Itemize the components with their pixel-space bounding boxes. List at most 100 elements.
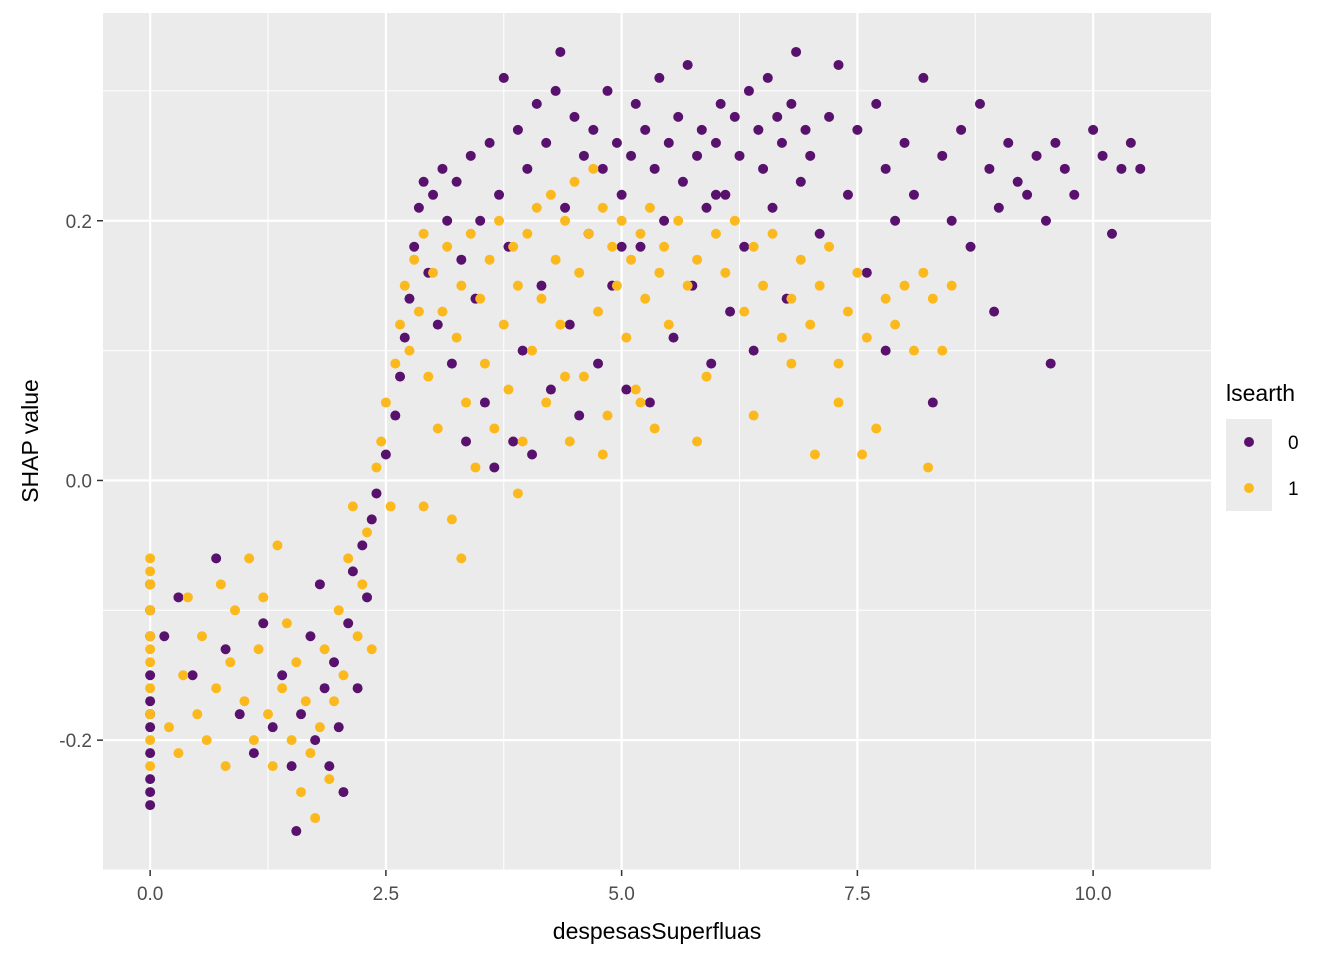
data-point <box>673 111 684 122</box>
data-point <box>248 748 259 759</box>
data-point <box>145 761 156 772</box>
data-point <box>616 189 627 200</box>
data-point <box>366 514 377 525</box>
data-point <box>145 709 156 720</box>
data-point <box>890 319 901 330</box>
data-point <box>824 241 835 252</box>
data-point <box>805 150 816 161</box>
data-point <box>437 306 448 317</box>
data-point <box>880 345 891 356</box>
data-point <box>710 137 721 148</box>
data-point <box>234 709 245 720</box>
data-point <box>479 397 490 408</box>
data-point <box>644 202 655 213</box>
data-point <box>267 761 278 772</box>
data-point <box>753 124 764 135</box>
data-point <box>432 319 443 330</box>
data-point <box>531 98 542 109</box>
data-point <box>659 215 670 226</box>
data-point <box>852 267 863 278</box>
x-tick-label: 10.0 <box>1075 884 1112 905</box>
data-point <box>720 267 731 278</box>
data-point <box>541 137 552 148</box>
data-point <box>385 501 396 512</box>
data-point <box>597 163 608 174</box>
data-point <box>517 345 528 356</box>
data-point <box>842 189 853 200</box>
data-point <box>682 280 693 291</box>
data-point <box>428 189 439 200</box>
data-point <box>1106 228 1117 239</box>
data-point <box>776 332 787 343</box>
legend-key-0 <box>1244 437 1254 447</box>
data-point <box>692 436 703 447</box>
data-point <box>602 85 613 96</box>
data-point <box>795 176 806 187</box>
data-point <box>503 384 514 395</box>
data-point <box>545 384 556 395</box>
data-point <box>748 241 759 252</box>
data-point <box>630 384 641 395</box>
data-point <box>602 410 613 421</box>
data-point <box>937 150 948 161</box>
data-point <box>654 267 665 278</box>
data-point <box>324 761 335 772</box>
y-tick-label: -0.2 <box>59 731 92 752</box>
data-point <box>1135 163 1146 174</box>
data-point <box>621 332 632 343</box>
data-point <box>479 358 490 369</box>
data-point <box>593 358 604 369</box>
data-point <box>663 137 674 148</box>
data-point <box>484 137 495 148</box>
data-point <box>362 592 373 603</box>
data-point <box>333 722 344 733</box>
data-point <box>729 215 740 226</box>
data-point <box>668 332 679 343</box>
data-point <box>1045 358 1056 369</box>
data-point <box>545 189 556 200</box>
data-point <box>319 683 330 694</box>
data-point <box>541 397 552 408</box>
data-point <box>593 306 604 317</box>
data-point <box>607 241 618 252</box>
data-point <box>409 254 420 265</box>
data-point <box>484 254 495 265</box>
data-point <box>446 514 457 525</box>
data-point <box>824 111 835 122</box>
data-point <box>239 696 250 707</box>
data-point <box>211 683 222 694</box>
data-point <box>527 449 538 460</box>
data-point <box>710 189 721 200</box>
data-point <box>621 384 632 395</box>
data-point <box>442 215 453 226</box>
data-point <box>578 371 589 382</box>
data-point <box>611 137 622 148</box>
data-point <box>197 631 208 642</box>
data-point <box>776 137 787 148</box>
data-point <box>305 748 316 759</box>
data-point <box>809 449 820 460</box>
data-point <box>357 579 368 590</box>
data-point <box>404 293 415 304</box>
data-point <box>696 124 707 135</box>
data-point <box>145 670 156 681</box>
data-point <box>390 358 401 369</box>
data-point <box>432 423 443 434</box>
data-point <box>281 618 292 629</box>
data-point <box>333 605 344 616</box>
data-point <box>418 176 429 187</box>
data-point <box>310 813 321 824</box>
data-point <box>871 423 882 434</box>
data-point <box>739 241 750 252</box>
data-point <box>310 735 321 746</box>
data-point <box>692 254 703 265</box>
data-point <box>145 683 156 694</box>
series-1 <box>145 163 957 824</box>
data-point <box>630 98 641 109</box>
x-tick-label: 2.5 <box>373 884 399 905</box>
data-point <box>343 618 354 629</box>
data-point <box>461 436 472 447</box>
data-point <box>319 644 330 655</box>
data-point <box>927 293 938 304</box>
data-point <box>305 631 316 642</box>
